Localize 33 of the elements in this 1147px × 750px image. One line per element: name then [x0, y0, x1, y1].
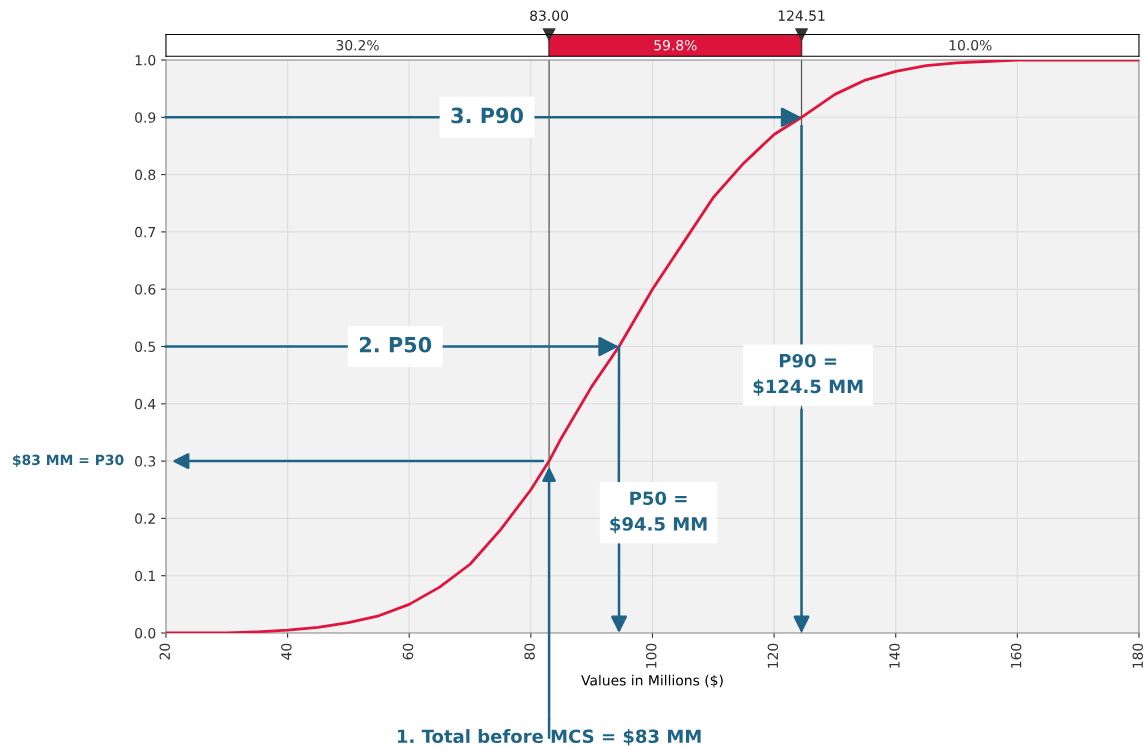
y-tick-label: 0.5 [135, 341, 156, 352]
annotation: 1. Total before MCS = $83 MM [397, 729, 701, 746]
x-tick-label: 60 [402, 643, 414, 660]
x-tick-label: 100 [646, 643, 657, 668]
x-tick-label: 140 [889, 643, 900, 668]
x-tick-label: 160 [1010, 643, 1022, 668]
line-series [165, 60, 1139, 633]
y-tick-label: 0.0 [135, 627, 156, 639]
annotation: 2. P50 [359, 336, 432, 353]
y-tick-label: 0.9 [135, 112, 156, 123]
text: 30.2% [336, 39, 379, 51]
x-tick-label: 20 [159, 643, 170, 660]
y-tick-label: 0.1 [135, 570, 155, 582]
text: 59.8% [654, 39, 697, 51]
x-tick-label: 40 [281, 643, 292, 660]
y-tick-label: 0.7 [135, 226, 156, 238]
annotation: 3. P90 [451, 107, 524, 124]
x-tick-label: 80 [524, 643, 535, 660]
y-tick-label: 0.4 [135, 398, 156, 410]
annotation: P50 = $94.5 MM [610, 491, 707, 534]
y-tick-label: 0.8 [135, 169, 156, 181]
x-tick-label: 120 [767, 643, 779, 668]
x-axis-title: Values in Millions ($) [581, 674, 723, 688]
annotation: P90 = $124.5 MM [753, 353, 863, 396]
x-tick-label: 180 [1132, 643, 1143, 668]
text: 10.0% [949, 39, 992, 51]
y-tick-label: 0.6 [135, 284, 156, 295]
y-tick-label: 1.0 [135, 54, 156, 66]
ref-line-label: 83.00 [530, 10, 569, 21]
ref-line-label: 124.51 [778, 10, 825, 21]
y-tick-label: 0.3 [135, 456, 156, 467]
text: $83 MM = P30 [13, 454, 124, 467]
y-tick-label: 0.2 [135, 513, 155, 524]
